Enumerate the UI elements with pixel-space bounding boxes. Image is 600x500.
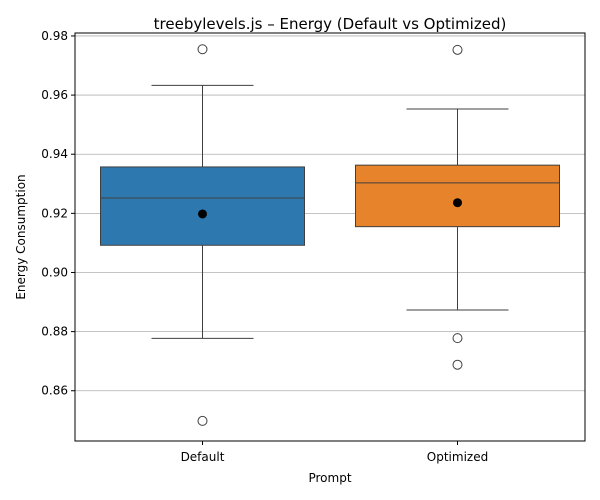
- iqr-box: [100, 166, 305, 246]
- x-tick-label: Optimized: [427, 450, 488, 464]
- box-layer: [100, 44, 560, 426]
- x-tick-label: Default: [181, 450, 225, 464]
- y-tick-label: 0.90: [41, 265, 68, 279]
- y-tick-label: 0.88: [41, 325, 68, 339]
- chart-title: treebylevels.js – Energy (Default vs Opt…: [154, 15, 507, 33]
- outlier-point: [197, 44, 208, 55]
- y-tick-label: 0.98: [41, 29, 68, 43]
- outlier-point: [452, 44, 463, 55]
- mean-marker: [453, 198, 462, 208]
- outlier-point: [197, 415, 208, 426]
- iqr-box: [355, 164, 560, 228]
- box-group-optimized: [355, 44, 560, 370]
- y-tick-label: 0.92: [41, 206, 68, 220]
- plot-frame: [74, 32, 586, 442]
- y-tick-label: 0.96: [41, 88, 68, 102]
- outlier-point: [452, 333, 463, 344]
- y-tick-label: 0.94: [41, 147, 68, 161]
- box-group-default: [100, 44, 305, 426]
- outlier-point: [452, 359, 463, 370]
- y-axis-label: Energy Consumption: [14, 174, 28, 299]
- mean-marker: [198, 209, 207, 219]
- x-axis-label: Prompt: [308, 471, 351, 485]
- tick-layer: 0.86 0.88 0.90 0.92 0.94 0.96 0.98 Default Optim…: [41, 29, 488, 464]
- y-tick-label: 0.86: [41, 384, 68, 398]
